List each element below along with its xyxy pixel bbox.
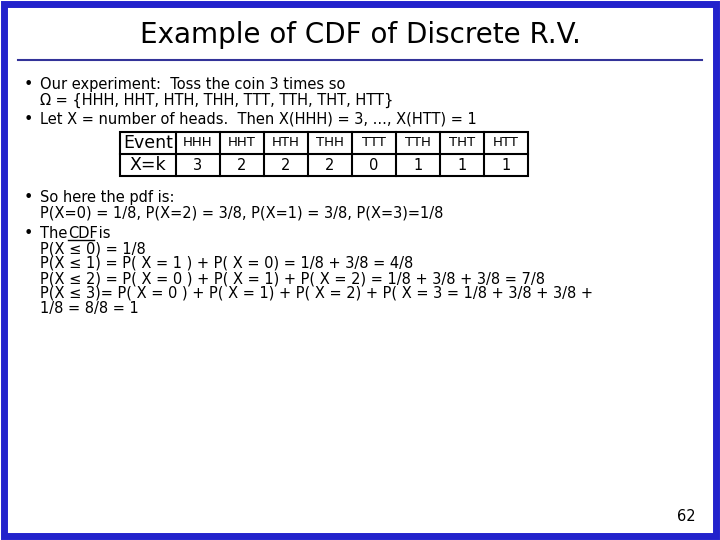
- Text: CDF: CDF: [68, 226, 98, 241]
- Text: P(X ≤ 3)= P( X = 0 ) + P( X = 1) + P( X = 2) + P( X = 3 = 1/8 + 3/8 + 3/8 +: P(X ≤ 3)= P( X = 0 ) + P( X = 1) + P( X …: [40, 286, 593, 301]
- Text: 0: 0: [369, 158, 379, 172]
- Text: P(X=0) = 1/8, P(X=2) = 3/8, P(X=1) = 3/8, P(X=3)=1/8: P(X=0) = 1/8, P(X=2) = 3/8, P(X=1) = 3/8…: [40, 206, 444, 221]
- Text: HHT: HHT: [228, 137, 256, 150]
- Text: HTH: HTH: [272, 137, 300, 150]
- Text: •: •: [24, 190, 33, 205]
- Text: X=k: X=k: [130, 156, 166, 174]
- Text: Event: Event: [123, 134, 173, 152]
- Text: 1: 1: [413, 158, 423, 172]
- Text: The: The: [40, 226, 72, 241]
- Text: P(X ≤ 2) = P( X = 0 ) + P( X = 1) + P( X = 2) = 1/8 + 3/8 + 3/8 = 7/8: P(X ≤ 2) = P( X = 0 ) + P( X = 1) + P( X…: [40, 271, 545, 286]
- Text: Let X = number of heads.  Then X(HHH) = 3, ..., X(HTT) = 1: Let X = number of heads. Then X(HHH) = 3…: [40, 112, 477, 127]
- Bar: [120, 132, 528, 176]
- Text: 2: 2: [238, 158, 247, 172]
- Text: HHH: HHH: [183, 137, 213, 150]
- Text: Our experiment:  Toss the coin 3 times so: Our experiment: Toss the coin 3 times so: [40, 77, 346, 92]
- Text: Example of CDF of Discrete R.V.: Example of CDF of Discrete R.V.: [140, 21, 580, 49]
- Text: •: •: [24, 77, 33, 92]
- Text: 1/8 = 8/8 = 1: 1/8 = 8/8 = 1: [40, 301, 139, 316]
- Text: Ω = {HHH, HHT, HTH, THH, TTT, TTH, THT, HTT}: Ω = {HHH, HHT, HTH, THH, TTT, TTH, THT, …: [40, 93, 393, 108]
- Text: 2: 2: [325, 158, 335, 172]
- Text: 2: 2: [282, 158, 291, 172]
- Text: So here the pdf is:: So here the pdf is:: [40, 190, 174, 205]
- Text: P(X ≤ 1) = P( X = 1 ) + P( X = 0) = 1/8 + 3/8 = 4/8: P(X ≤ 1) = P( X = 1 ) + P( X = 0) = 1/8 …: [40, 256, 413, 271]
- Text: 1: 1: [501, 158, 510, 172]
- Text: 1: 1: [457, 158, 467, 172]
- Text: 3: 3: [194, 158, 202, 172]
- Text: TTH: TTH: [405, 137, 431, 150]
- Text: 62: 62: [678, 509, 696, 524]
- Text: THT: THT: [449, 137, 475, 150]
- Text: P(X ≤ 0) = 1/8: P(X ≤ 0) = 1/8: [40, 241, 145, 256]
- Text: is: is: [94, 226, 110, 241]
- Text: THH: THH: [316, 137, 344, 150]
- Text: HTT: HTT: [493, 137, 519, 150]
- Text: •: •: [24, 226, 33, 241]
- Text: TTT: TTT: [362, 137, 386, 150]
- Text: •: •: [24, 112, 33, 127]
